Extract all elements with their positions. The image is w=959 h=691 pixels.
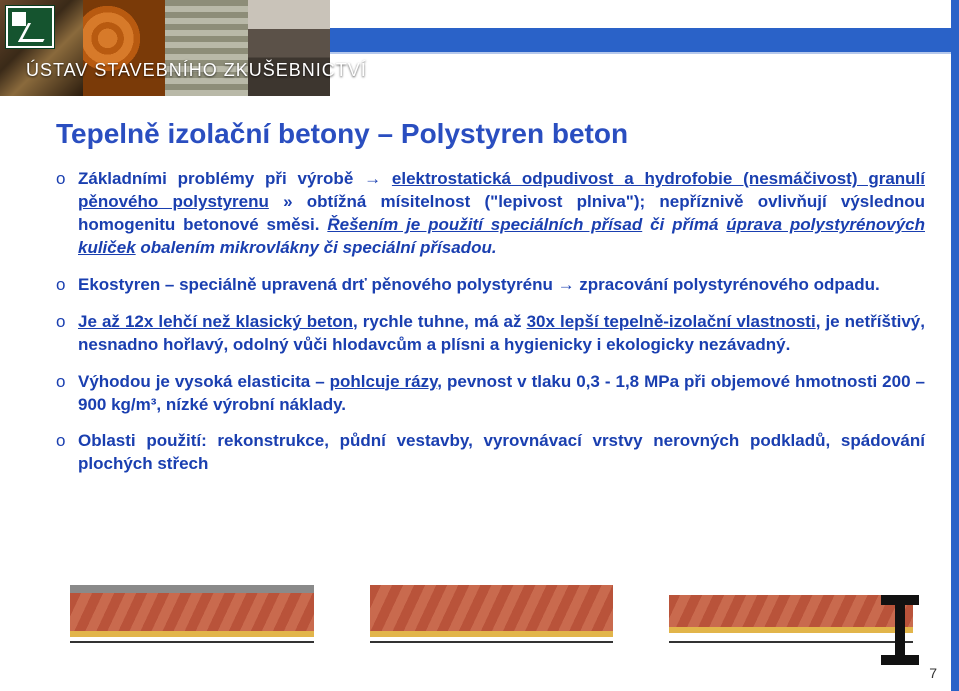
text-italic-underline: Řešením je použití speciálních přísad (327, 215, 642, 234)
header-rule (330, 52, 959, 54)
content: Tepelně izolační betony – Polystyren bet… (56, 118, 925, 490)
text-italic: či přímá (642, 215, 726, 234)
bullet-item: Oblasti použití: rekonstrukce, půdní ves… (56, 430, 925, 476)
header-photo (165, 0, 248, 96)
steel-beam-icon (881, 595, 919, 665)
text-underline: 30x lepší tepelně-izolační vlastnosti (527, 312, 816, 331)
roof-section-with-beam-diagram (669, 585, 913, 665)
bullet-item: Základními problémy při výrobě → elektro… (56, 168, 925, 260)
institute-name: ÚSTAV STAVEBNÍHO ZKUŠEBNICTVÍ (26, 60, 367, 81)
header: ÚSTAV STAVEBNÍHO ZKUŠEBNICTVÍ (0, 0, 959, 96)
roof-section-diagram (70, 585, 314, 665)
header-photo (83, 0, 166, 96)
institute-logo (6, 6, 54, 48)
text: Výhodou je vysoká elasticita – (78, 372, 330, 391)
bullet-item: Výhodou je vysoká elasticita – pohlcuje … (56, 371, 925, 417)
text-italic: obalením mikrovlákny či speciální přísad… (136, 238, 497, 257)
roof-section-diagram (370, 585, 614, 665)
bullet-item: Je až 12x lehčí než klasický beton, rych… (56, 311, 925, 357)
header-photo (248, 0, 331, 96)
section-diagrams (70, 581, 913, 665)
text: , rychle tuhne, má až (353, 312, 527, 331)
text: Základními problémy při výrobě → (78, 169, 392, 188)
bullet-list: Základními problémy při výrobě → elektro… (56, 168, 925, 476)
header-bar (330, 28, 959, 52)
page-number: 7 (929, 665, 937, 681)
slide-title: Tepelně izolační betony – Polystyren bet… (56, 118, 925, 150)
right-accent-bar (951, 0, 959, 691)
text-underline: pohlcuje rázy (330, 372, 438, 391)
bullet-item: Ekostyren – speciálně upravená drť pěnov… (56, 274, 925, 297)
slide: { "header": { "institute": "ÚSTAV STAVEB… (0, 0, 959, 691)
text-underline: Je až 12x lehčí než klasický beton (78, 312, 353, 331)
